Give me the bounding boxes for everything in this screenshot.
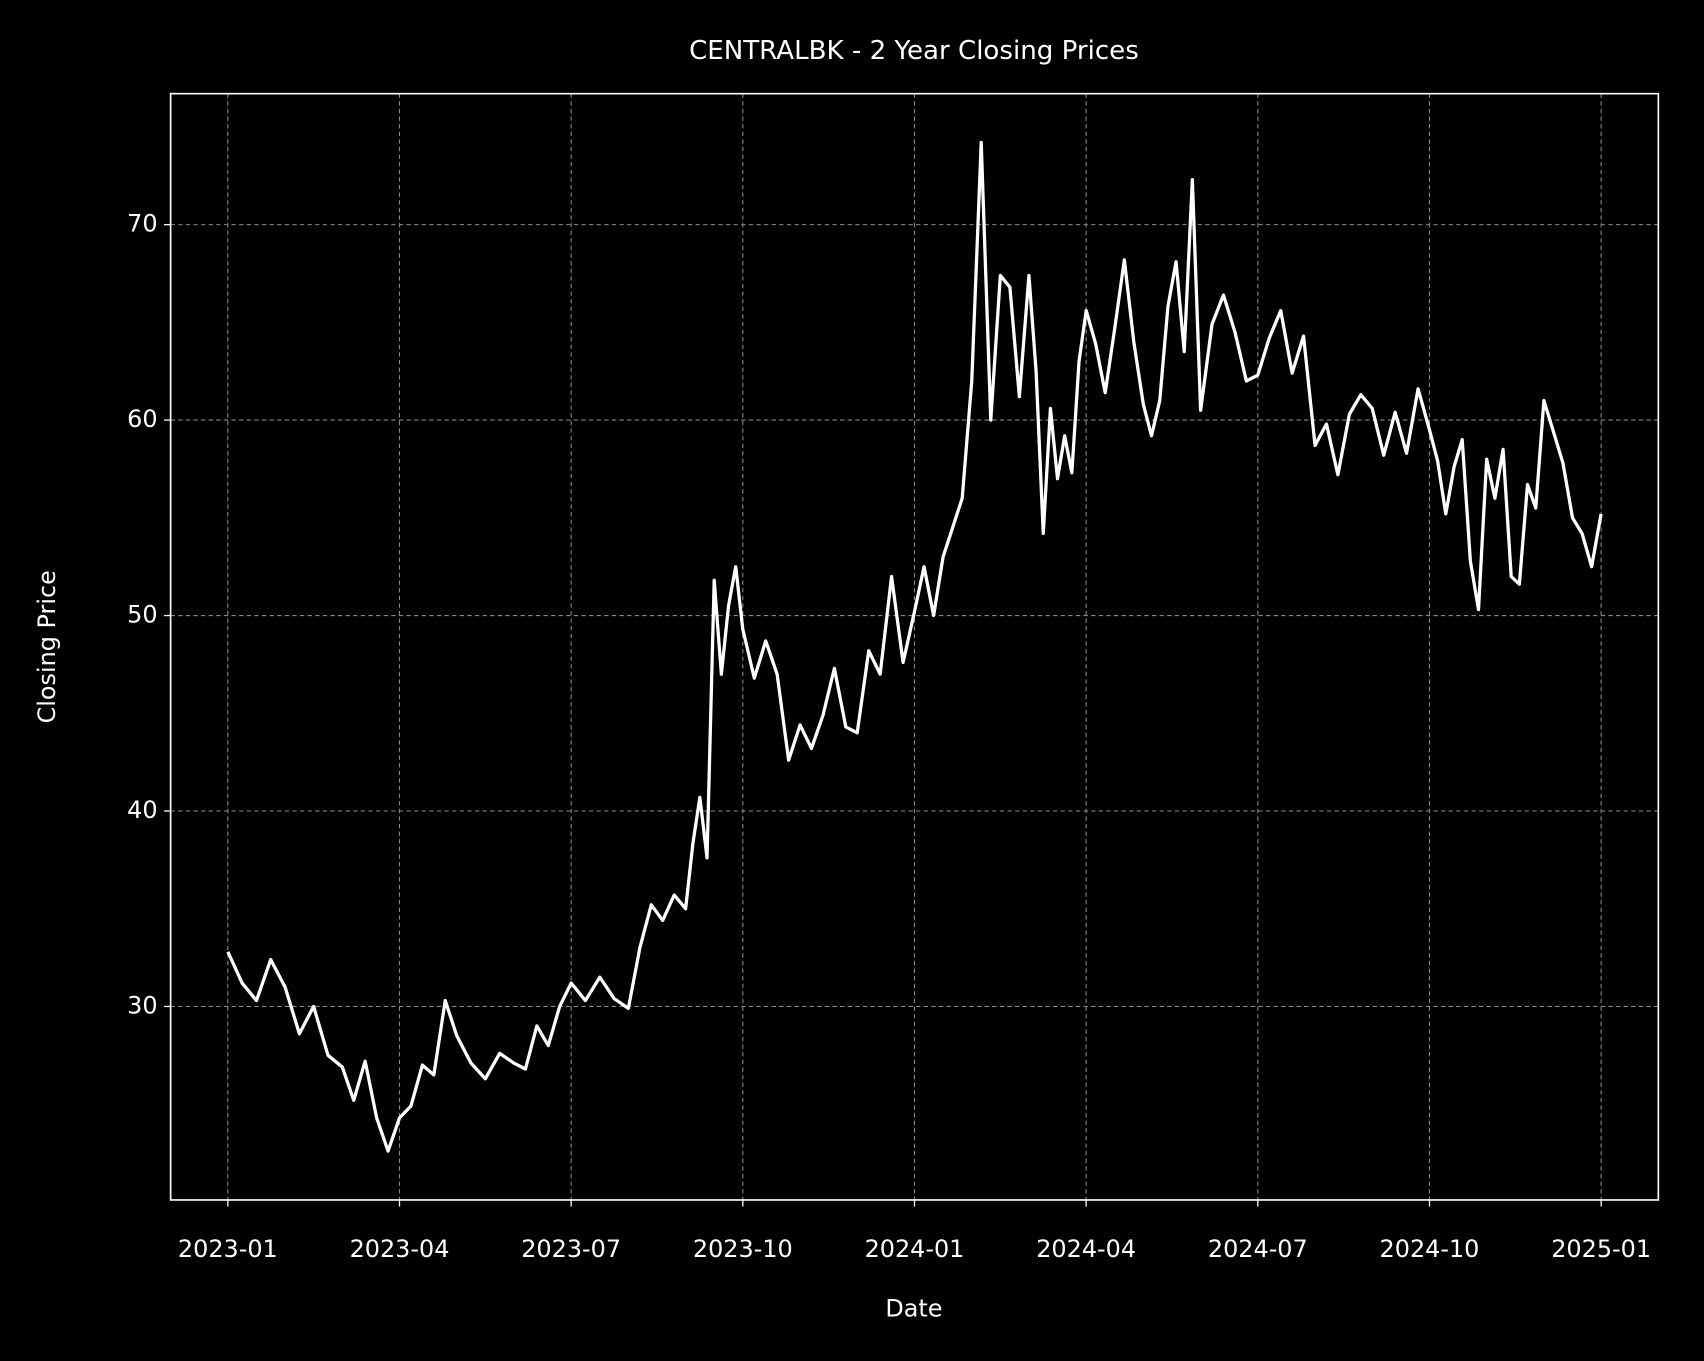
y-tick-label: 30 — [127, 991, 157, 1019]
x-tick-label: 2025-01 — [1551, 1235, 1651, 1263]
x-tick-label: 2023-01 — [178, 1235, 278, 1263]
x-tick-label: 2024-07 — [1208, 1235, 1308, 1263]
x-tick-label: 2024-01 — [865, 1235, 965, 1263]
x-tick-label: 2023-04 — [350, 1235, 450, 1263]
x-tick-label: 2023-10 — [693, 1235, 793, 1263]
y-axis-label: Closing Price — [33, 570, 61, 723]
x-tick-label: 2024-04 — [1036, 1235, 1136, 1263]
y-tick-label: 50 — [127, 601, 157, 629]
x-axis-label: Date — [885, 1295, 942, 1323]
y-tick-label: 40 — [127, 796, 157, 824]
price-line — [226, 140, 1603, 1153]
chart-title: CENTRALBK - 2 Year Closing Prices — [689, 36, 1139, 66]
y-tick-label: 70 — [127, 210, 157, 238]
x-tick-label: 2024-10 — [1380, 1235, 1480, 1263]
x-tick-label: 2023-07 — [521, 1235, 621, 1263]
plot-frame — [169, 92, 1660, 1201]
y-tick-label: 60 — [127, 405, 157, 433]
